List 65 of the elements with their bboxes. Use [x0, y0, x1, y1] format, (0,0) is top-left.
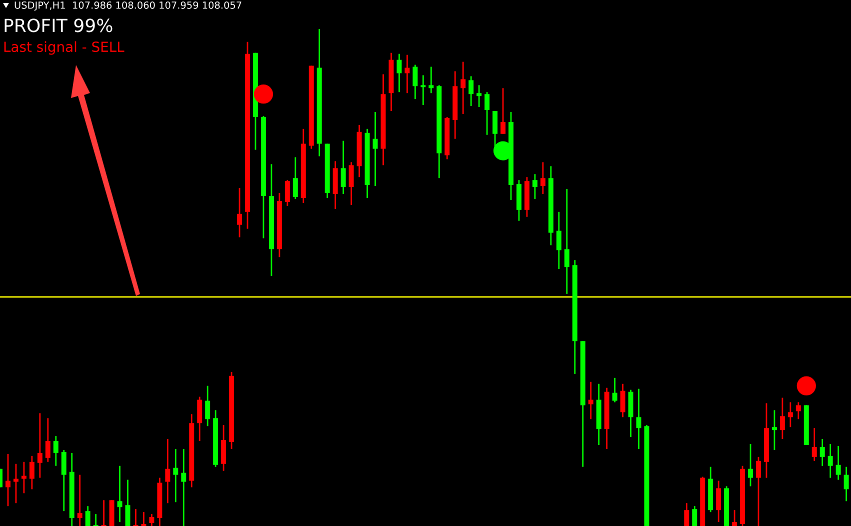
- candlestick: [53, 435, 58, 467]
- candlestick: [412, 64, 418, 100]
- candlestick: [197, 396, 202, 442]
- candlestick: [692, 505, 698, 526]
- candlestick: [716, 480, 722, 523]
- candlestick: [748, 443, 753, 487]
- candlestick: [205, 385, 210, 427]
- candlestick: [117, 465, 122, 523]
- candlestick: [556, 211, 562, 270]
- candlestick: [29, 455, 34, 490]
- candlestick: [420, 74, 426, 106]
- candlestick: [796, 402, 801, 420]
- candlestick: [820, 438, 825, 467]
- candlestick: [141, 511, 146, 526]
- annotation: Last signal - SELL: [4, 41, 124, 55]
- candlestick: [564, 188, 570, 295]
- annotation: PROFIT 99%: [4, 18, 112, 32]
- candlestick: [85, 505, 90, 526]
- text: USDJPY,H1 107.986 108.060 107.959 108.057: [14, 1, 242, 11]
- candlestick: [237, 187, 242, 238]
- candlestick: [476, 84, 482, 108]
- candlestick: [101, 499, 106, 526]
- candlestick: [532, 173, 538, 200]
- candlestick: [540, 162, 546, 195]
- candlestick: [13, 463, 18, 504]
- candlestick: [396, 53, 402, 93]
- candlestick: [133, 508, 138, 526]
- candlestick: [165, 438, 170, 504]
- candlestick: [93, 513, 98, 526]
- candlestick: [125, 479, 130, 526]
- candlestick: [788, 402, 793, 428]
- candlestick: [588, 381, 594, 420]
- candlestick: [684, 502, 690, 526]
- candlestick: [620, 383, 626, 418]
- candlestick: [836, 445, 841, 480]
- candlestick: [149, 513, 154, 526]
- candlestick: [181, 448, 186, 526]
- candlestick: [780, 397, 785, 440]
- candlestick: [5, 453, 10, 507]
- candlestick: [828, 443, 833, 478]
- candlestick: [221, 424, 226, 472]
- candlestick: [732, 509, 738, 526]
- candlestick: [636, 388, 642, 450]
- candlestick: [772, 410, 777, 451]
- candlestick: [173, 448, 178, 503]
- candlestick: [404, 54, 410, 94]
- candlestick: [340, 140, 346, 195]
- candlestick: [756, 456, 761, 526]
- candlestick: [284, 179, 290, 207]
- candlestick: [37, 412, 42, 478]
- candlestick: [844, 466, 849, 502]
- candlestick: [460, 61, 466, 115]
- candlestick: [292, 156, 298, 200]
- candlestick: [77, 474, 82, 526]
- candlestick: [612, 377, 618, 403]
- candlestick: [372, 111, 378, 187]
- candlestick: [484, 91, 490, 136]
- candlestick: [428, 66, 434, 94]
- candlestick: [812, 427, 817, 462]
- candlestick: [45, 417, 50, 463]
- candlestick: [21, 461, 26, 494]
- candlestick: [61, 449, 66, 512]
- candlestick: [348, 162, 354, 206]
- candlestick: [468, 76, 474, 107]
- candlestick: [500, 87, 506, 135]
